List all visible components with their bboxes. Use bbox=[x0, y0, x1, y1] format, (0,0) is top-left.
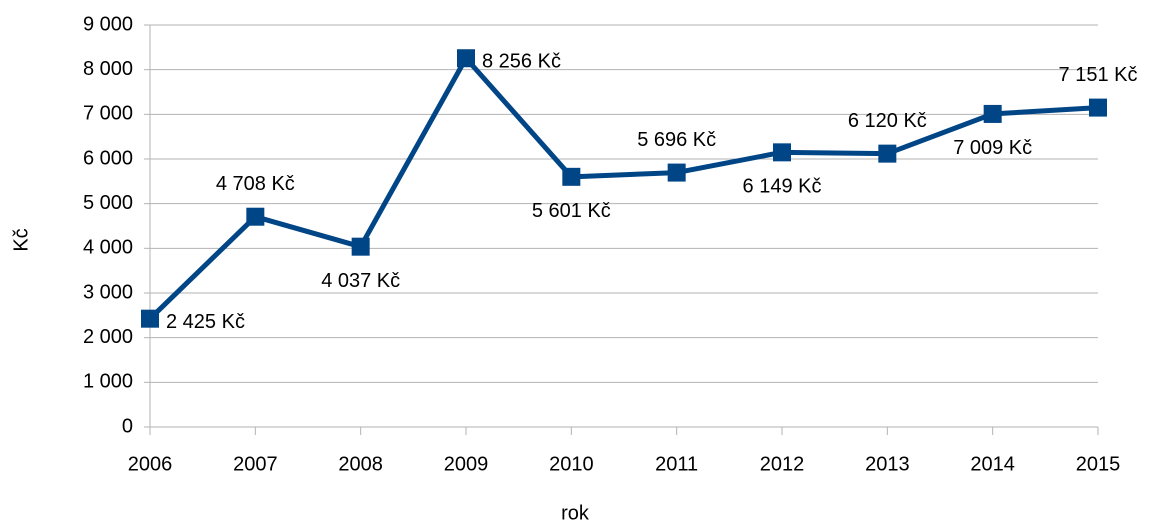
x-tick-label: 2014 bbox=[970, 453, 1015, 475]
x-tick-label: 2012 bbox=[760, 453, 805, 475]
marker bbox=[878, 144, 897, 163]
marker bbox=[1089, 98, 1107, 117]
y-tick-label: 2 000 bbox=[83, 326, 133, 348]
marker bbox=[351, 237, 370, 256]
x-tick-label: 2008 bbox=[338, 453, 383, 475]
x-tick-label: 2007 bbox=[233, 453, 278, 475]
y-tick-label: 6 000 bbox=[83, 147, 133, 169]
y-axis-title: Kč bbox=[10, 228, 32, 251]
data-label: 8 256 Kč bbox=[482, 51, 561, 73]
x-tick-label: 2011 bbox=[655, 453, 698, 475]
marker bbox=[457, 49, 475, 68]
y-tick-label: 1 000 bbox=[83, 371, 133, 393]
data-label: 6 149 Kč bbox=[743, 176, 822, 198]
data-label: 5 601 Kč bbox=[532, 200, 611, 222]
data-label: 2 425 Kč bbox=[166, 311, 245, 333]
data-label: 4 037 Kč bbox=[321, 270, 400, 292]
marker bbox=[562, 167, 581, 186]
data-label: 7 009 Kč bbox=[953, 137, 1032, 159]
x-tick-label: 2013 bbox=[865, 453, 910, 475]
x-tick-label: 2006 bbox=[128, 453, 173, 475]
y-tick-label: 0 bbox=[122, 415, 133, 437]
line bbox=[148, 55, 1099, 321]
y-tick-label: 5 000 bbox=[83, 192, 133, 214]
marker bbox=[246, 207, 265, 226]
marker bbox=[141, 309, 159, 328]
data-label: 7 151 Kč bbox=[1059, 64, 1138, 86]
x-tick-label: 2009 bbox=[444, 453, 489, 475]
y-tick-label: 9 000 bbox=[83, 13, 133, 35]
marker bbox=[667, 163, 686, 182]
y-tick-label: 3 000 bbox=[83, 281, 133, 303]
data-label: 6 120 Kč bbox=[848, 110, 927, 132]
y-tick-label: 8 000 bbox=[83, 58, 133, 80]
marker bbox=[773, 143, 791, 162]
x-tick-label: 2010 bbox=[549, 453, 594, 475]
x-tick-label: 2015 bbox=[1076, 453, 1121, 475]
y-tick-label: 7 000 bbox=[83, 103, 133, 125]
data-label: 5 696 Kč bbox=[637, 129, 716, 151]
data-label: 4 708 Kč bbox=[216, 173, 295, 195]
marker bbox=[983, 104, 1002, 123]
y-tick-label: 4 000 bbox=[83, 237, 133, 259]
x-axis-title: rok bbox=[561, 502, 590, 524]
